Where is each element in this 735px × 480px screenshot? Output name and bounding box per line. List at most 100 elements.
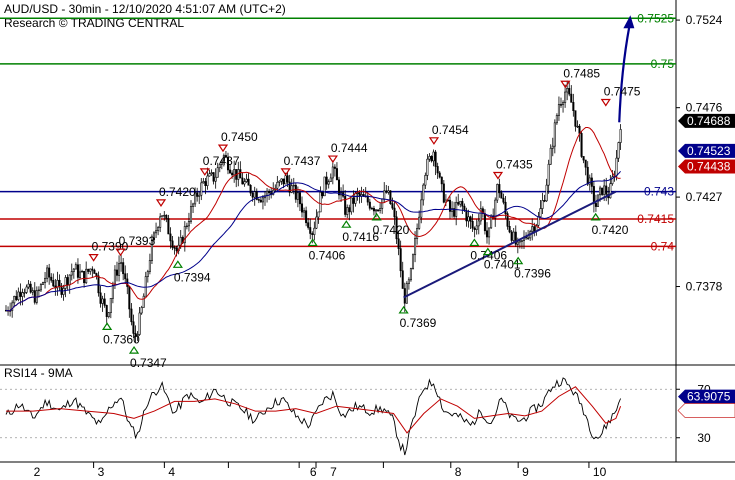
candle-body [463, 205, 466, 211]
candle-body [615, 157, 618, 177]
candle-body [52, 280, 55, 287]
candle-body [276, 181, 279, 189]
candle-body [387, 190, 390, 193]
candle-body [510, 231, 513, 241]
candle-body [352, 197, 355, 204]
candle-body [506, 213, 509, 227]
x-tick-label: 10 [593, 465, 607, 479]
candle-body [128, 286, 131, 310]
candle-body [294, 184, 297, 200]
swing-high-label: 0.7450 [221, 130, 258, 144]
candle-body [603, 185, 606, 195]
candle-body [41, 282, 45, 285]
x-tick-label: 9 [522, 465, 529, 479]
rsi-panel-title: RSI14 - 9MA [4, 366, 73, 380]
candle-body [87, 268, 90, 272]
level-label: 0.743 [644, 185, 674, 199]
candle-body [570, 93, 573, 103]
candle-body [599, 187, 602, 196]
candle-body [317, 211, 320, 218]
candle-body [430, 156, 433, 162]
swing-low-marker [469, 238, 480, 247]
candle-body [479, 208, 482, 222]
candle-body [183, 226, 186, 244]
candle-body [377, 209, 380, 212]
candle-body [335, 168, 338, 181]
candle-body [586, 166, 589, 185]
candle-body [245, 178, 248, 182]
candle-body [448, 199, 452, 212]
candle-body [502, 197, 505, 203]
candle-body [617, 142, 620, 159]
candle-body [321, 191, 324, 197]
candle-body [107, 312, 110, 317]
swing-high-marker [327, 155, 338, 164]
candle-body [344, 195, 347, 215]
candle-body [313, 227, 316, 235]
candle-body [440, 176, 443, 185]
candle-body [516, 241, 519, 245]
candle-body [305, 210, 308, 224]
candle-body [303, 210, 306, 213]
candle-body [58, 279, 61, 287]
swing-low-label: 0.7406 [470, 248, 507, 262]
candle-body [576, 125, 579, 128]
candle-body [428, 156, 431, 160]
candle-body [226, 156, 230, 171]
candle-body [348, 207, 351, 213]
candle-body [167, 218, 170, 235]
candle-body [15, 296, 18, 300]
candle-body [405, 283, 408, 304]
candle-body [23, 292, 26, 294]
swing-low-label: 0.7420 [373, 223, 410, 237]
candle-body [469, 216, 472, 222]
candle-body [545, 184, 548, 202]
price-tag-box [678, 159, 735, 174]
candle-body [459, 200, 462, 205]
swing-low-label: 0.7401 [484, 258, 521, 272]
candle-body [165, 214, 168, 219]
candle-body [171, 240, 174, 248]
candle-body [109, 297, 112, 313]
candle-body [152, 232, 156, 241]
candle-body [358, 192, 361, 197]
swing-low-label: 0.7360 [103, 332, 140, 346]
candle-body [251, 192, 254, 198]
swing-low-marker [307, 238, 318, 247]
candle-body [81, 270, 84, 273]
candle-body [393, 207, 396, 218]
candle-body [243, 181, 246, 185]
moving-average-slow [5, 170, 621, 312]
rsi-y-tick-label: 30 [697, 431, 711, 445]
candle-body [78, 271, 82, 278]
axes: 0.75240.74760.74270.73780.746880.745230.… [34, 13, 735, 479]
candle-body [578, 125, 581, 134]
candle-body [315, 216, 318, 229]
swing-low-marker [128, 346, 140, 354]
price-tag-box [678, 113, 735, 128]
candle-body [21, 292, 24, 297]
candle-body [611, 176, 614, 185]
y-tick-label: 0.7476 [686, 101, 723, 115]
rsi-value-tag: 56.9985 [677, 403, 735, 418]
candle-body [194, 192, 197, 205]
candle-body [50, 276, 53, 281]
candle-body [62, 288, 65, 295]
swing-high-label: 0.7485 [563, 66, 600, 80]
candle-body [457, 202, 460, 205]
candle-body [372, 208, 375, 212]
candle-body [290, 185, 293, 193]
candle-body [231, 172, 234, 176]
candle-body [420, 199, 423, 218]
candle-body [241, 177, 244, 185]
candle-body [414, 238, 417, 256]
candle-body [605, 185, 608, 195]
candle-body [547, 163, 550, 186]
candle-body [580, 133, 583, 157]
candle-body [91, 268, 94, 271]
candle-body [442, 183, 445, 203]
swing-low-marker [513, 256, 524, 265]
swing-high-label: 0.7437 [203, 154, 240, 168]
candle-body [485, 230, 489, 238]
rsi-value-tag-box [678, 389, 735, 404]
